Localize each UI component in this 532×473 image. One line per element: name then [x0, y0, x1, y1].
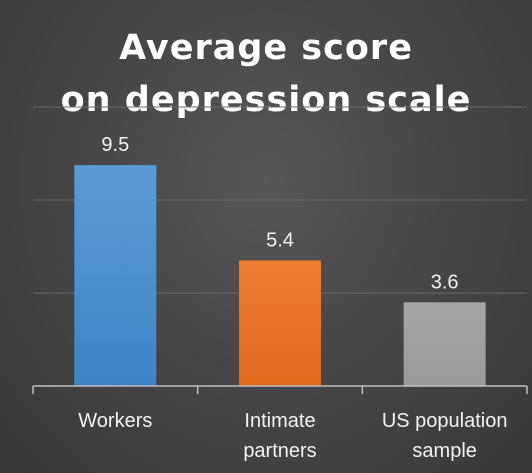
data-label-0: 9.5 — [101, 134, 129, 156]
x-tick-label-2-1: sample — [412, 440, 476, 462]
x-tick-label-2-0: US population — [382, 410, 508, 432]
x-tick-label-1-1: partners — [243, 440, 316, 462]
chart-title-line-1: Average score — [119, 28, 413, 68]
data-label-2: 3.6 — [431, 271, 459, 293]
data-label-1: 5.4 — [266, 229, 294, 251]
bar-0 — [74, 165, 157, 386]
x-tick-label-1-0: Intimate — [244, 410, 315, 432]
chart-title: Average score on depression scale — [0, 22, 532, 126]
bar-1 — [239, 260, 321, 386]
x-tick-label-0-0: Workers — [78, 410, 152, 432]
chart-title-line-2: on depression scale — [60, 80, 472, 120]
bar-2 — [403, 302, 486, 386]
